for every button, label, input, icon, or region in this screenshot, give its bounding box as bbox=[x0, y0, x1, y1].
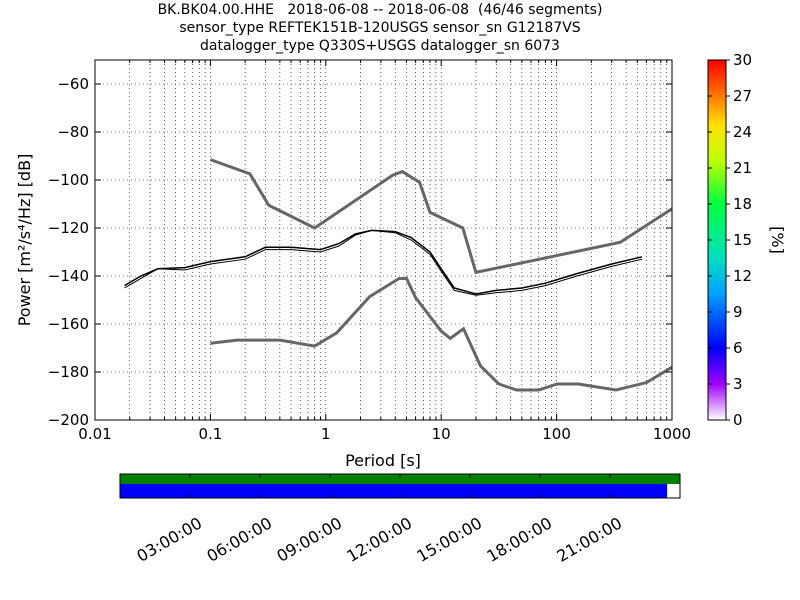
timeline-coverage-bar bbox=[120, 484, 668, 498]
colorbar-tick-label: 21 bbox=[733, 159, 752, 177]
chart-title-line-3: datalogger_type Q330S+USGS datalogger_sn… bbox=[200, 38, 560, 54]
y-tick-label: −80 bbox=[57, 123, 89, 141]
colorbar-tick-label: 15 bbox=[733, 231, 752, 249]
timeline-tick-label: 03:00:00 bbox=[133, 513, 205, 565]
mean-curve bbox=[124, 229, 643, 295]
chart-title-line-2: sensor_type REFTEK151B-120USGS sensor_sn… bbox=[179, 20, 581, 36]
data-coverage-timeline: 03:00:0006:00:0009:00:0012:00:0015:00:00… bbox=[119, 473, 681, 566]
x-axis-label: Period [s] bbox=[345, 451, 421, 470]
timeline-top-strip bbox=[120, 474, 680, 484]
y-tick-label: −120 bbox=[48, 219, 89, 237]
timeline-tick-label: 18:00:00 bbox=[483, 513, 555, 565]
colorbar-tick-label: 30 bbox=[733, 51, 752, 69]
colorbar-tick-label: 0 bbox=[733, 411, 743, 429]
colorbar-tick-label: 18 bbox=[733, 195, 752, 213]
colorbar-tick-label: 12 bbox=[733, 267, 752, 285]
chart-title-line-1: BK.BK04.00.HHE 2018-06-08 -- 2018-06-08 … bbox=[157, 2, 603, 18]
ppsd-curves bbox=[124, 158, 672, 392]
plot-area bbox=[95, 60, 672, 420]
x-axis: 0.01 0.1 1 10 100 1000 bbox=[78, 60, 691, 443]
x-tick-label: 0.1 bbox=[198, 425, 222, 443]
noise-model-nlnm bbox=[210, 276, 672, 392]
timeline-tick-label: 06:00:00 bbox=[203, 513, 275, 565]
y-axis-label: Power [m²/s⁴/Hz] [dB] bbox=[15, 154, 34, 327]
colorbar-ticks: 0 3 6 9 12 15 18 21 24 27 30 bbox=[708, 51, 752, 429]
colorbar-tick-label: 3 bbox=[733, 375, 743, 393]
y-tick-label: −100 bbox=[48, 171, 89, 189]
timeline-tick-label: 09:00:00 bbox=[273, 513, 345, 565]
y-tick-label: −60 bbox=[57, 75, 89, 93]
plot-frame bbox=[94, 59, 673, 421]
x-tick-label: 1000 bbox=[653, 425, 691, 443]
x-tick-label: 1 bbox=[321, 425, 331, 443]
x-tick-label: 100 bbox=[542, 425, 571, 443]
mode-curve bbox=[124, 229, 643, 296]
timeline-tick-label: 12:00:00 bbox=[343, 513, 415, 565]
y-tick-label: −180 bbox=[48, 363, 89, 381]
y-tick-label: −160 bbox=[48, 315, 89, 333]
timeline-tick-label: 15:00:00 bbox=[413, 513, 485, 565]
colorbar-label: [%] bbox=[768, 226, 787, 254]
colorbar-tick-label: 24 bbox=[733, 123, 752, 141]
y-tick-label: −200 bbox=[48, 411, 89, 429]
timeline-tick-label: 21:00:00 bbox=[553, 513, 625, 565]
y-axis: −200 −180 −160 −140 −120 −100 −80 −60 bbox=[48, 75, 672, 429]
colorbar-tick-label: 6 bbox=[733, 339, 743, 357]
colorbar-tick-label: 9 bbox=[733, 303, 743, 321]
y-tick-label: −140 bbox=[48, 267, 89, 285]
x-tick-label: 0.01 bbox=[78, 425, 111, 443]
colorbar-tick-label: 27 bbox=[733, 87, 752, 105]
noise-model-nhnm bbox=[209, 158, 672, 275]
x-tick-label: 10 bbox=[432, 425, 451, 443]
